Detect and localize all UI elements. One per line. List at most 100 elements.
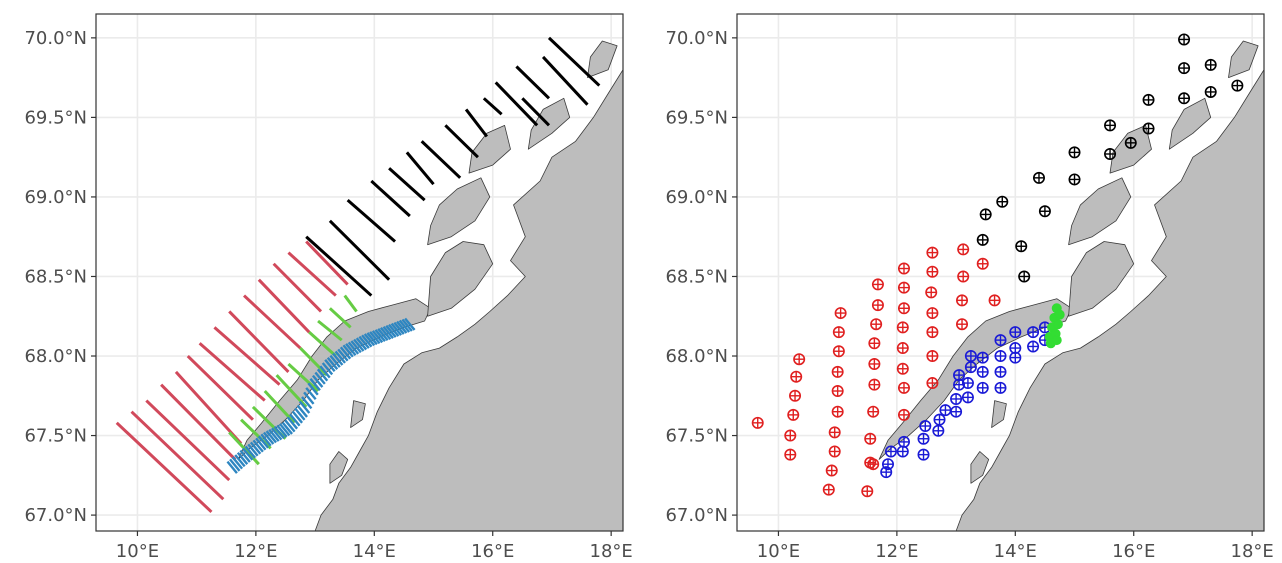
island bbox=[1068, 177, 1132, 246]
station-marker-station_blue bbox=[961, 377, 974, 390]
transect-line-black bbox=[420, 140, 462, 179]
transect-hatch-blue bbox=[265, 430, 277, 444]
transect-hatch-blue bbox=[260, 433, 272, 447]
station-marker-station_black bbox=[1038, 205, 1051, 218]
left-panel-border bbox=[95, 13, 624, 532]
y-tick-label: 69.0°N bbox=[665, 187, 728, 208]
station-marker-station_blue bbox=[950, 392, 963, 405]
transect-hatch-blue bbox=[289, 413, 301, 427]
station-marker-station_red bbox=[789, 389, 802, 402]
transect-hatch-blue bbox=[257, 435, 270, 449]
station-marker-station_black bbox=[1124, 136, 1137, 149]
station-marker-station_red bbox=[956, 294, 969, 307]
x-tick-label: 18°E bbox=[1231, 541, 1274, 562]
transect-hatch-blue bbox=[353, 338, 365, 352]
transect-hatch-blue bbox=[303, 391, 315, 405]
transect-hatch-blue bbox=[401, 318, 413, 332]
transect-hatch-blue bbox=[270, 427, 283, 441]
transect-line-black bbox=[305, 235, 373, 297]
y-tick-label: 70.0°N bbox=[665, 28, 728, 49]
station-marker-station_black bbox=[1068, 146, 1081, 159]
transect-line-black bbox=[405, 151, 435, 186]
y-tick-label: 69.0°N bbox=[24, 187, 87, 208]
transect-line-black bbox=[328, 219, 391, 281]
transect-hatch-blue bbox=[278, 423, 291, 437]
transect-hatch-blue bbox=[307, 382, 319, 396]
station-marker-station_red bbox=[822, 483, 835, 496]
island bbox=[991, 400, 1007, 429]
transect-hatch-blue bbox=[236, 451, 249, 465]
station-marker-station_red bbox=[926, 307, 939, 320]
station-marker-station_red bbox=[925, 286, 938, 299]
station-marker-station_blue bbox=[917, 432, 930, 445]
transect-hatch-blue bbox=[244, 445, 257, 459]
station-marker-station_black bbox=[1204, 85, 1217, 98]
x-tick-label: 14°E bbox=[994, 541, 1037, 562]
y-tick-label: 69.5°N bbox=[24, 107, 87, 128]
transect-hatch-blue bbox=[286, 416, 299, 430]
station-marker-station_blue bbox=[964, 350, 977, 363]
station-marker-station_black bbox=[1178, 62, 1191, 75]
transect-hatch-blue bbox=[377, 328, 389, 342]
station-marker-station_red bbox=[790, 370, 803, 383]
transect-hatch-blue bbox=[311, 374, 324, 388]
transect-hatch-blue bbox=[268, 428, 280, 442]
station-marker-station_red bbox=[834, 307, 847, 320]
station-marker-station_red bbox=[926, 246, 939, 259]
transect-line-red bbox=[213, 326, 281, 386]
transect-hatch-blue bbox=[314, 371, 326, 385]
station-marker-station_blue bbox=[897, 435, 910, 448]
x-tick-label: 12°E bbox=[234, 541, 277, 562]
station-marker-station_red bbox=[751, 416, 764, 429]
station-marker-station_red bbox=[897, 408, 910, 421]
island bbox=[427, 241, 494, 317]
station-marker-station_blue bbox=[932, 424, 945, 437]
island bbox=[970, 451, 990, 484]
transect-hatch-blue bbox=[337, 348, 349, 362]
transect-hatch-blue bbox=[296, 404, 308, 418]
transect-hatch-blue bbox=[396, 320, 408, 334]
station-marker-station_blue bbox=[1009, 342, 1022, 355]
transect-line-black bbox=[388, 167, 426, 202]
station-marker-station_black bbox=[1104, 119, 1117, 132]
y-tick-label: 68.5°N bbox=[665, 266, 728, 287]
transect-hatch-blue bbox=[390, 322, 403, 336]
y-tick-label: 67.0°N bbox=[665, 505, 728, 526]
station-marker-station_red bbox=[871, 278, 884, 291]
left-land bbox=[237, 40, 623, 531]
transect-line-black bbox=[444, 124, 479, 159]
station-marker-station_black bbox=[1015, 240, 1028, 253]
transect-hatch-blue bbox=[393, 321, 405, 335]
station-marker-station_red bbox=[784, 448, 797, 461]
station-marker-station_red bbox=[861, 485, 874, 498]
transect-hatch-blue bbox=[339, 346, 352, 360]
transect-hatch-blue bbox=[379, 327, 392, 340]
transect-hatch-blue bbox=[388, 323, 400, 337]
station-marker-station_red bbox=[787, 408, 800, 421]
station-marker-station_blue bbox=[994, 334, 1007, 347]
station-marker-station_blue bbox=[1027, 340, 1040, 353]
station-marker-station_black bbox=[979, 208, 992, 221]
station-marker-station_blue bbox=[964, 361, 977, 374]
transect-hatch-blue bbox=[255, 437, 267, 451]
station-marker-station_blue bbox=[994, 350, 1007, 363]
island bbox=[1068, 241, 1135, 317]
transect-hatch-blue bbox=[262, 431, 275, 445]
station-marker-station_black bbox=[1178, 92, 1191, 105]
transect-line-green bbox=[308, 331, 337, 358]
transect-hatch-blue bbox=[329, 354, 341, 368]
transect-line-black bbox=[464, 108, 488, 138]
left-axis-ticks: 10°E 12°E 14°E 16°E 18°E 67.0°N 67.5°N 68.0°N 68… bbox=[24, 28, 632, 562]
transect-hatch-blue bbox=[355, 337, 368, 351]
station-marker-station_red bbox=[956, 318, 969, 331]
transect-line-green bbox=[287, 362, 320, 393]
station-marker-station_black bbox=[1104, 147, 1117, 160]
station-marker-station_blue bbox=[919, 420, 932, 433]
transect-hatch-blue bbox=[298, 400, 311, 414]
station-marker-station_blue bbox=[896, 445, 909, 458]
x-tick-label: 14°E bbox=[353, 541, 396, 562]
transect-hatch-blue bbox=[234, 454, 246, 468]
station-marker-station_red bbox=[926, 326, 939, 339]
transect-hatch-blue bbox=[385, 324, 397, 338]
transect-line-black bbox=[547, 36, 601, 87]
